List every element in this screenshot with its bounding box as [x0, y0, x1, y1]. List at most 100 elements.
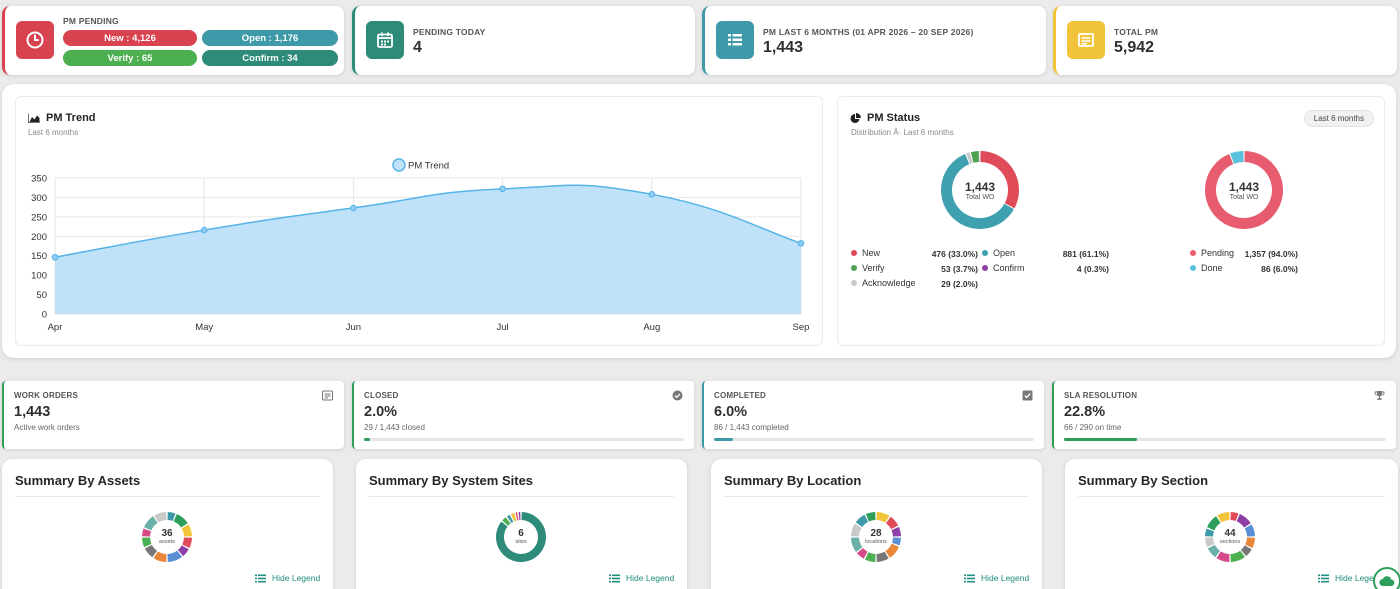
stat-closed[interactable]: CLOSED 2.0% 29 / 1,443 closed	[352, 381, 694, 449]
summary-slice[interactable]	[173, 514, 188, 528]
pm-status-header: PM Status	[850, 112, 920, 124]
completion-donut-caption: Total WO	[1229, 193, 1259, 201]
summary-slice[interactable]	[851, 537, 863, 552]
summary-slice[interactable]	[1244, 524, 1255, 537]
stat-completed[interactable]: COMPLETED 6.0% 86 / 1,443 completed	[702, 381, 1044, 449]
completion-slice[interactable]	[1230, 151, 1244, 164]
divider	[15, 496, 320, 497]
summary-slice[interactable]	[167, 550, 182, 562]
summary-slice[interactable]	[181, 524, 192, 537]
hide-legend-button[interactable]: Hide Legend	[609, 573, 674, 583]
summary-slice[interactable]	[892, 537, 901, 546]
summary-slice[interactable]	[1230, 550, 1245, 562]
pill-new[interactable]: New : 4,126	[63, 30, 197, 46]
summary-slice[interactable]	[1230, 512, 1239, 521]
pm-pending-card[interactable]: PM PENDING New : 4,126 Open : 1,176 Veri…	[2, 6, 344, 75]
stat-work-orders[interactable]: WORK ORDERS 1,443 Active work orders	[2, 381, 344, 449]
pending-today-card[interactable]: PENDING TODAY 4	[352, 6, 695, 75]
legend-label: Done	[1201, 263, 1223, 273]
summary-slice[interactable]	[182, 537, 192, 549]
summary-slice[interactable]	[496, 512, 546, 562]
summary-title: Summary By Assets	[15, 473, 141, 488]
summary-slice[interactable]	[1207, 544, 1221, 558]
summary-slice[interactable]	[511, 512, 517, 522]
last-6-months-button[interactable]: Last 6 months	[1303, 110, 1374, 127]
summary-slice[interactable]	[891, 526, 901, 537]
pill-open[interactable]: Open : 1,176	[202, 30, 338, 46]
summary-slice[interactable]	[153, 551, 167, 562]
trend-legend[interactable]: PM Trend	[392, 158, 449, 172]
summary-slice[interactable]	[1205, 537, 1215, 548]
summary-slice[interactable]	[876, 512, 890, 523]
summary-slice[interactable]	[876, 551, 889, 562]
stat-sla-resolution[interactable]: SLA RESOLUTION 22.8% 66 / 290 on time	[1052, 381, 1396, 449]
summary-slice[interactable]	[144, 516, 158, 531]
summary-unit: sections	[1219, 539, 1241, 545]
summary-donut-center: 28 locations	[850, 511, 902, 563]
summary-slice[interactable]	[851, 523, 862, 537]
y-tick-label: 200	[31, 232, 47, 243]
legend-value: 881 (61.1%)	[1062, 249, 1109, 259]
trend-point[interactable]	[51, 253, 59, 261]
trend-point[interactable]	[797, 239, 805, 247]
summary-title: Summary By Location	[724, 473, 862, 488]
pill-confirm[interactable]: Confirm : 34	[202, 50, 338, 66]
pie-chart-icon	[850, 112, 861, 123]
y-tick-label: 250	[31, 212, 47, 223]
summary-slice[interactable]	[177, 545, 189, 557]
summary-slice[interactable]	[167, 512, 176, 521]
summary-slice[interactable]	[154, 512, 167, 523]
summary-slice[interactable]	[1236, 514, 1251, 528]
pm-last6-card[interactable]: PM LAST 6 MONTHS (01 APR 2026 – 20 SEP 2…	[702, 6, 1046, 75]
legend-open[interactable]: Open	[982, 248, 1015, 258]
trend-point[interactable]	[499, 185, 506, 193]
summary-slice[interactable]	[1245, 537, 1255, 549]
summary-slice[interactable]	[1216, 551, 1230, 562]
trend-point[interactable]	[350, 204, 357, 212]
status-donut	[941, 151, 1019, 229]
status-slice[interactable]	[966, 152, 973, 164]
cloud-assistant-button[interactable]	[1373, 567, 1400, 589]
summary-slice[interactable]	[506, 514, 514, 523]
summary-slice[interactable]	[856, 547, 868, 559]
trend-point[interactable]	[200, 226, 208, 234]
summary-slice[interactable]	[518, 512, 521, 521]
list-icon	[964, 574, 975, 582]
hide-legend-button[interactable]: Hide Legend	[1318, 573, 1383, 583]
summary-slice[interactable]	[855, 514, 869, 528]
summary-slice[interactable]	[1240, 545, 1252, 557]
legend-new[interactable]: New	[851, 248, 880, 258]
summary-donut	[851, 512, 901, 562]
summary-slice[interactable]	[515, 512, 519, 521]
status-slice[interactable]	[980, 151, 1019, 209]
legend-pending[interactable]: Pending	[1190, 248, 1234, 258]
summary-donut-center: 44 sections	[1204, 511, 1256, 563]
summary-slice[interactable]	[142, 537, 152, 548]
summary-slice[interactable]	[144, 544, 158, 558]
hide-legend-label: Hide Legend	[272, 573, 321, 583]
summary-slice[interactable]	[1207, 516, 1221, 531]
summary-slice[interactable]	[885, 516, 899, 530]
legend-verify[interactable]: Verify	[851, 263, 885, 273]
legend-acknowledge[interactable]: Acknowledge	[851, 278, 916, 288]
total-pm-card[interactable]: TOTAL PM 5,942	[1053, 6, 1397, 75]
hide-legend-button[interactable]: Hide Legend	[964, 573, 1029, 583]
summary-slice[interactable]	[1217, 512, 1230, 523]
pill-verify[interactable]: Verify : 65	[63, 50, 197, 66]
y-tick-label: 0	[42, 310, 47, 321]
legend-done[interactable]: Done	[1190, 263, 1223, 273]
summary-slice[interactable]	[502, 517, 511, 526]
status-slice[interactable]	[941, 153, 1014, 229]
summary-slice[interactable]	[1205, 528, 1214, 537]
summary-slice[interactable]	[885, 543, 899, 558]
trend-point[interactable]	[648, 191, 656, 198]
summary-section: Summary By Section 44 sections Hide Lege…	[1065, 459, 1398, 589]
summary-slice[interactable]	[865, 512, 876, 522]
status-slice[interactable]	[970, 151, 980, 163]
summary-slice[interactable]	[864, 552, 876, 562]
hide-legend-button[interactable]: Hide Legend	[255, 573, 320, 583]
pm-pending-label: PM PENDING	[63, 16, 119, 26]
summary-slice[interactable]	[142, 528, 151, 537]
legend-confirm[interactable]: Confirm	[982, 263, 1025, 273]
y-tick-label: 100	[31, 271, 47, 282]
